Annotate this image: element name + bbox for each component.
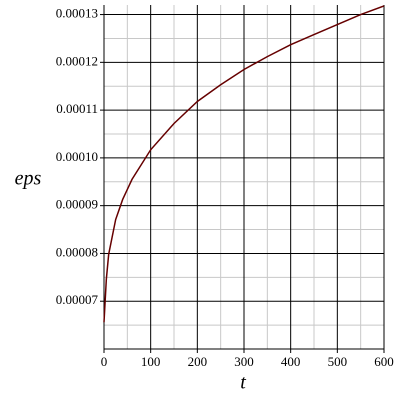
x-tick-label: 600 [374,354,394,369]
y-tick-label: 0.00013 [56,6,98,21]
x-tick-label: 200 [188,354,208,369]
y-tick-label: 0.00007 [56,292,99,307]
x-tick-label: 300 [234,354,254,369]
y-tick-label: 0.00009 [56,197,98,212]
y-tick-label: 0.00012 [56,53,98,68]
x-tick-label: 400 [281,354,301,369]
y-tick-label: 0.00008 [56,244,98,259]
x-tick-label: 100 [141,354,161,369]
y-tick-label: 0.00010 [56,149,98,164]
y-tick-label: 0.00011 [56,101,98,116]
y-axis-title: eps [15,168,42,190]
line-series [103,5,385,323]
x-tick-label: 500 [328,354,348,369]
x-axis-title: t [240,372,246,394]
x-tick-label: 0 [101,354,108,369]
